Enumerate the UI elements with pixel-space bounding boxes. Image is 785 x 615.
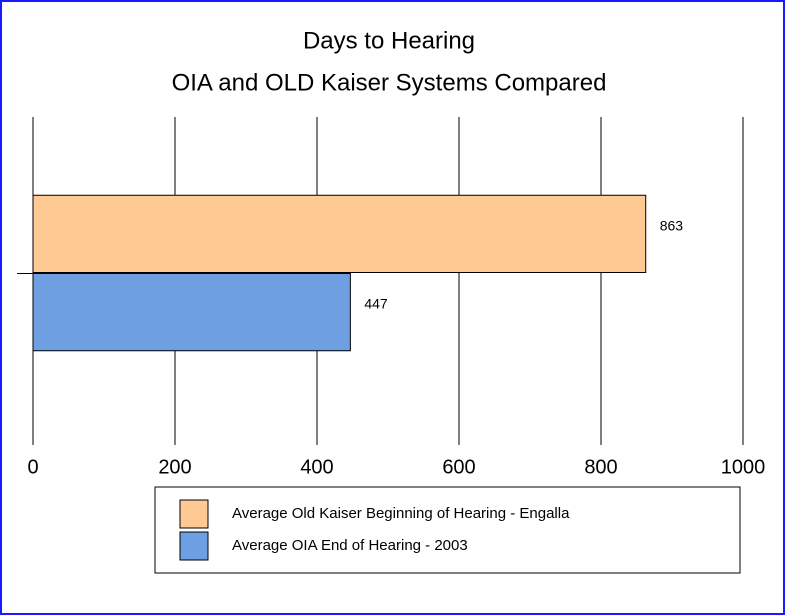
legend-label: Average OIA End of Hearing - 2003 xyxy=(232,537,468,554)
x-tick-label: 800 xyxy=(584,456,617,478)
x-tick-label: 0 xyxy=(27,456,38,478)
x-tick-label: 1000 xyxy=(721,456,766,478)
bar xyxy=(32,194,647,273)
legend xyxy=(154,486,741,574)
chart-title: Days to Hearing xyxy=(303,27,475,54)
legend-label: Average Old Kaiser Beginning of Hearing … xyxy=(232,505,570,522)
legend-swatch xyxy=(179,531,209,561)
legend-swatch xyxy=(179,499,209,529)
x-tick-label: 600 xyxy=(442,456,475,478)
x-tick-label: 200 xyxy=(158,456,191,478)
x-tick-label: 400 xyxy=(300,456,333,478)
bar xyxy=(32,273,351,352)
chart-title: OIA and OLD Kaiser Systems Compared xyxy=(172,69,607,96)
data-label: 447 xyxy=(364,296,388,312)
data-label: 863 xyxy=(660,217,684,233)
